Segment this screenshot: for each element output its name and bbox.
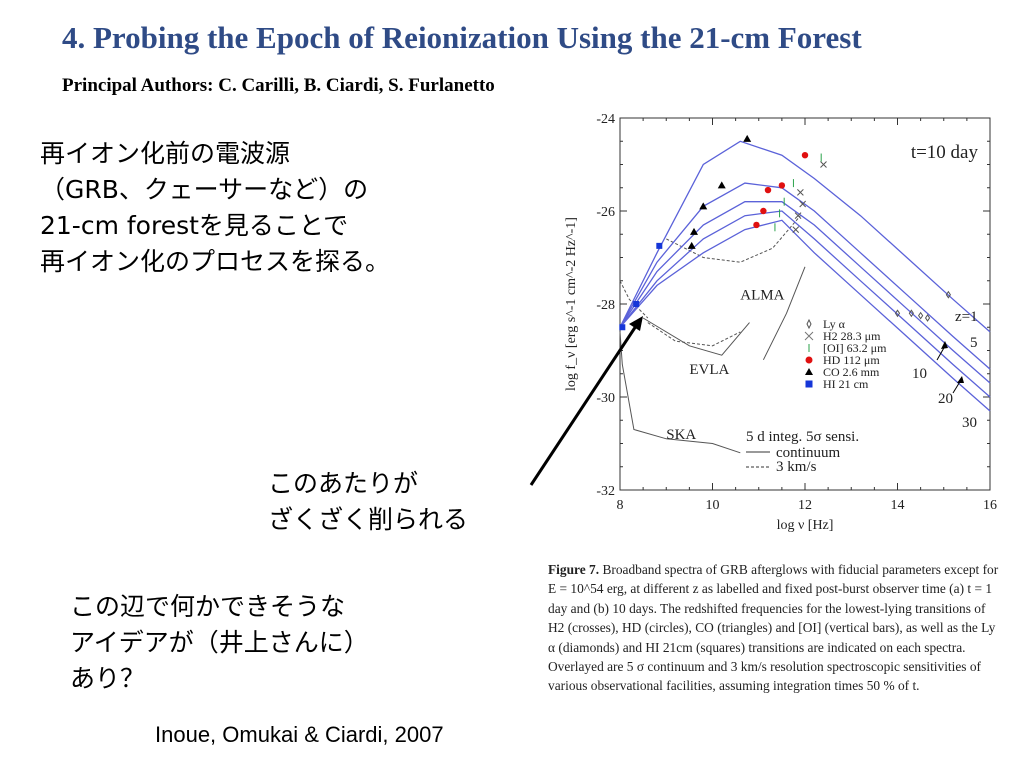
hi21cm-marker (619, 324, 626, 331)
text-line: 再イオン化のプロセスを探る。 (40, 247, 391, 276)
co-marker (699, 202, 708, 210)
description-block: 再イオン化前の電波源 （GRB、クェーサーなど）の 21-cm forestを見… (40, 136, 390, 280)
legend-symbol (805, 356, 813, 364)
sensitivity-3kms-alma (666, 215, 801, 263)
co-marker (743, 134, 752, 142)
hi21cm-marker (656, 242, 663, 249)
question-block: この辺で何かできそうな アイデアが（井上さんに） あり？ (70, 589, 369, 697)
legend-symbol (805, 380, 813, 388)
page-title: 4. Probing the Epoch of Reionization Usi… (62, 20, 862, 55)
h2-marker (797, 189, 804, 196)
y-axis-label: log f_ν [erg s^-1 cm^-2 Hz^-1] (564, 217, 579, 391)
caption-text: Broadband spectra of GRB afterglows with… (548, 562, 999, 694)
chart-title: t=10 day (911, 142, 979, 163)
legend-entry: H2 28.3 μm (823, 329, 881, 343)
spectrum-line (619, 219, 991, 412)
facility-label-evla: EVLA (689, 362, 729, 378)
facility-label-alma: ALMA (740, 287, 784, 303)
co-marker (690, 227, 698, 235)
y-tick-label: -32 (596, 484, 615, 499)
legend-note: 3 km/s (776, 459, 817, 475)
figure-caption: Figure 7. Broadband spectra of GRB after… (548, 560, 1004, 696)
text-line: この辺で何かできそうな (70, 592, 346, 621)
hi21cm-marker (633, 301, 640, 307)
series-label: z=1 (955, 309, 978, 325)
legend-entry: CO 2.6 mm (823, 365, 880, 379)
legend-note: continuum (776, 445, 840, 461)
text-line: （GRB、クェーサーなど）の (40, 175, 369, 204)
facility-label-ska: SKA (666, 427, 696, 443)
spectrum-line (619, 140, 991, 333)
legend-entry: HD 112 μm (823, 353, 880, 367)
h2-marker (792, 226, 800, 233)
hd-marker (760, 207, 767, 215)
y-tick-label: -30 (596, 391, 615, 406)
text-line: アイデアが（井上さんに） (70, 628, 369, 657)
spectrum-line (619, 201, 991, 384)
series-arrow-head (941, 341, 948, 349)
spectrum-line (619, 182, 991, 370)
x-tick-label: 14 (891, 498, 905, 513)
text-line: あり？ (70, 664, 146, 693)
x-tick-label: 8 (617, 498, 624, 513)
hd-marker (753, 221, 760, 229)
sensitivity-3kms-evla (647, 322, 741, 347)
h2-marker (820, 161, 827, 168)
plot-area: 8 10 12 14 16 -24 -26 -28 -30 -32 log ν [Hz] log f_… (564, 112, 997, 533)
y-tick-label: -28 (596, 298, 615, 313)
y-tick-label: -26 (596, 205, 615, 220)
co-marker (717, 181, 726, 189)
lya-marker (945, 290, 951, 299)
y-tick-label: -24 (596, 112, 615, 127)
sensitivity-continuum-evla (642, 317, 750, 356)
sensitivity-continuum-alma (762, 266, 806, 361)
series-label: 10 (912, 366, 927, 382)
figure-label: Figure 7. (548, 562, 600, 577)
lya-marker (908, 309, 914, 318)
legend-symbol (805, 368, 813, 375)
co-marker (687, 241, 696, 249)
citation: Inoue, Omukai & Ciardi, 2007 (155, 722, 444, 747)
series-label: 20 (938, 391, 953, 407)
legend-entry: HI 21 cm (823, 377, 869, 391)
h2-marker (799, 200, 807, 208)
hd-marker (801, 152, 809, 159)
series-label: 5 (970, 335, 978, 351)
lya-marker (918, 311, 924, 320)
series-label: 30 (962, 415, 977, 431)
hd-marker (764, 186, 772, 194)
pointer-arrow (529, 316, 643, 486)
legend-entry: Ly α (823, 317, 846, 331)
hd-marker (778, 182, 786, 189)
sensitivity-3kms-ska (619, 280, 649, 319)
text-line: 再イオン化前の電波源 (40, 139, 291, 168)
legend-symbol (806, 318, 812, 330)
text-line: 21-cm forestを見ることで (40, 211, 349, 240)
legend-entry: [OI] 63.2 μm (823, 341, 887, 355)
h2-marker (794, 212, 802, 220)
x-axis-label: log ν [Hz] (777, 518, 834, 533)
annotation-block: このあたりが ざくざく削られる (268, 466, 468, 538)
text-line: このあたりが (268, 469, 419, 498)
x-tick-label: 10 (706, 498, 720, 513)
legend-symbol (804, 331, 814, 341)
text-line: ざくざく削られる (268, 505, 469, 534)
authors: Principal Authors: C. Carilli, B. Ciardi… (62, 75, 495, 96)
lya-marker (894, 309, 901, 318)
legend-note: 5 d integ. 5σ sensi. (746, 429, 859, 445)
lya-marker (924, 314, 931, 322)
series-arrow-head (957, 376, 964, 383)
x-tick-label: 16 (983, 498, 997, 513)
sensitivity-continuum-ska (619, 331, 741, 454)
spectrum-line (619, 210, 991, 398)
x-tick-label: 12 (798, 498, 812, 513)
